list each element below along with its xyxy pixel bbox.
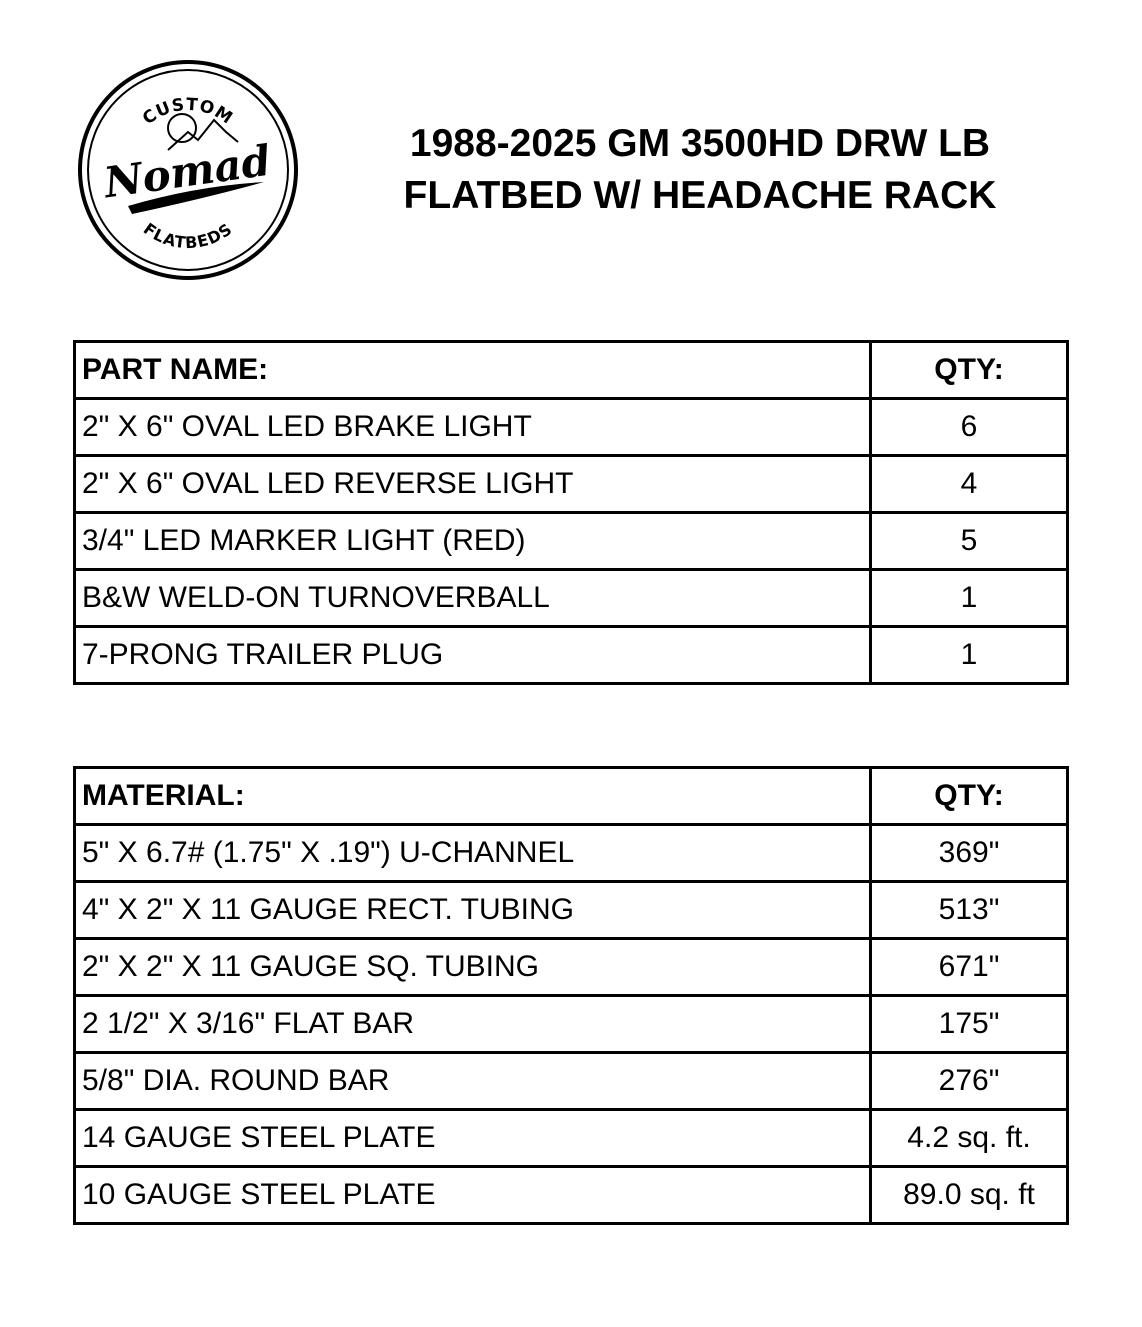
material-qty: 175" [869, 994, 1069, 1054]
part-name: 2" X 6" OVAL LED REVERSE LIGHT [73, 454, 872, 514]
part-name: 2" X 6" OVAL LED BRAKE LIGHT [73, 397, 872, 457]
table-row: 5/8" DIA. ROUND BAR 276" [73, 1051, 1069, 1111]
part-name: 7-PRONG TRAILER PLUG [73, 625, 872, 685]
material-name: 2 1/2" X 3/16" FLAT BAR [73, 994, 872, 1054]
table-row: 2" X 2" X 11 GAUGE SQ. TUBING 671" [73, 937, 1069, 997]
table-row: 2 1/2" X 3/16" FLAT BAR 175" [73, 994, 1069, 1054]
material-qty: 671" [869, 937, 1069, 997]
part-qty: 4 [869, 454, 1069, 514]
parts-table: PART NAME: QTY: 2" X 6" OVAL LED BRAKE L… [73, 340, 1069, 685]
material-name: 10 GAUGE STEEL PLATE [73, 1165, 872, 1225]
material-qty: 369" [869, 823, 1069, 883]
material-qty: 513" [869, 880, 1069, 940]
title-line-2: FLATBED W/ HEADACHE RACK [403, 174, 997, 217]
part-qty: 5 [869, 511, 1069, 571]
page-title: 1988-2025 GM 3500HD DRW LB FLATBED W/ HE… [350, 118, 1050, 222]
logo-bottom-text: FLATBEDS [140, 219, 235, 252]
table-header-row: PART NAME: QTY: [73, 340, 1069, 400]
part-qty: 1 [869, 568, 1069, 628]
svg-text:FLATBEDS: FLATBEDS [140, 219, 236, 252]
header-part-name: PART NAME: [73, 340, 872, 400]
table-row: 2" X 6" OVAL LED REVERSE LIGHT 4 [73, 454, 1069, 514]
table-row: 4" X 2" X 11 GAUGE RECT. TUBING 513" [73, 880, 1069, 940]
header-qty: QTY: [869, 340, 1069, 400]
material-name: 5/8" DIA. ROUND BAR [73, 1051, 872, 1111]
table-row: 14 GAUGE STEEL PLATE 4.2 sq. ft. [73, 1108, 1069, 1168]
table-row: 2" X 6" OVAL LED BRAKE LIGHT 6 [73, 397, 1069, 457]
material-qty: 4.2 sq. ft. [869, 1108, 1069, 1168]
part-qty: 1 [869, 625, 1069, 685]
header-qty: QTY: [869, 766, 1069, 826]
part-qty: 6 [869, 397, 1069, 457]
table-row: 3/4" LED MARKER LIGHT (RED) 5 [73, 511, 1069, 571]
material-name: 2" X 2" X 11 GAUGE SQ. TUBING [73, 937, 872, 997]
table-row: 10 GAUGE STEEL PLATE 89.0 sq. ft [73, 1165, 1069, 1225]
material-name: 14 GAUGE STEEL PLATE [73, 1108, 872, 1168]
company-logo: CUSTOM Nomad FLATBEDS [78, 60, 298, 280]
material-name: 4" X 2" X 11 GAUGE RECT. TUBING [73, 880, 872, 940]
part-name: 3/4" LED MARKER LIGHT (RED) [73, 511, 872, 571]
material-qty: 276" [869, 1051, 1069, 1111]
table-row: 5" X 6.7# (1.75" X .19") U-CHANNEL 369" [73, 823, 1069, 883]
title-line-1: 1988-2025 GM 3500HD DRW LB [409, 122, 991, 165]
part-name: B&W WELD-ON TURNOVERBALL [73, 568, 872, 628]
table-row: 7-PRONG TRAILER PLUG 1 [73, 625, 1069, 685]
table-row: B&W WELD-ON TURNOVERBALL 1 [73, 568, 1069, 628]
material-qty: 89.0 sq. ft [869, 1165, 1069, 1225]
table-header-row: MATERIAL: QTY: [73, 766, 1069, 826]
header-material: MATERIAL: [73, 766, 872, 826]
materials-table: MATERIAL: QTY: 5" X 6.7# (1.75" X .19") … [73, 766, 1069, 1225]
material-name: 5" X 6.7# (1.75" X .19") U-CHANNEL [73, 823, 872, 883]
